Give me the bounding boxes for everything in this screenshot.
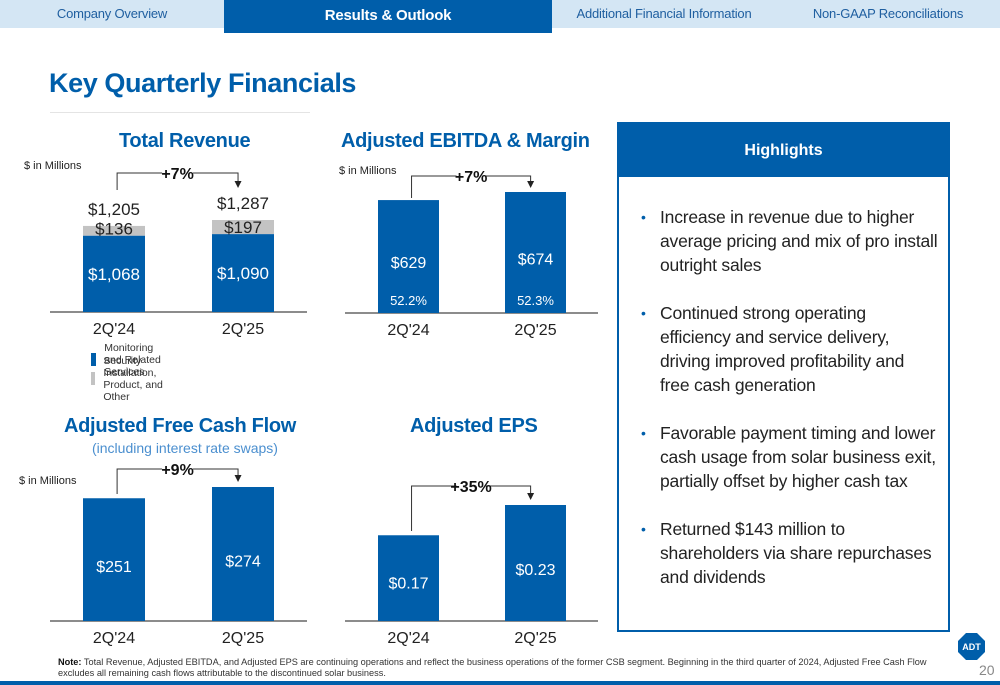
margin-label: 52.2% [390,293,427,308]
bar [378,200,439,313]
x-tick-label: 2Q'25 [514,630,556,647]
change-label: +7% [161,166,193,183]
highlight-item: • Increase in revenue due to higher avera… [641,205,938,277]
bar-segment-installation [212,220,274,235]
chart-title: Total Revenue [119,130,251,152]
unit-label: $ in Millions [24,160,82,172]
legend-item-monitoring: Monitoring and Related Services [91,342,165,378]
tab-company-overview[interactable]: Company Overview [56,6,168,21]
bullet-icon: • [641,425,646,441]
page-title: Key Quarterly Financials [49,68,357,98]
x-tick-label: 2Q'24 [387,630,429,647]
bar-value-label: $274 [225,554,261,571]
page-number: 20 [979,662,995,678]
bar-segment-monitoring [212,234,274,312]
bar [505,505,566,621]
tab-additional-financial-information[interactable]: Additional Financial Information [576,6,752,21]
title-divider [50,112,310,113]
total-value-label: $1,287 [217,194,269,213]
change-bracket-left [116,468,163,494]
legend-swatch-blue [91,353,97,366]
arrow-down-icon [234,181,242,188]
change-bracket-left [411,485,457,531]
x-tick-label: 2Q'25 [222,321,264,338]
highlight-item: • Returned $143 million to shareholders v… [641,517,938,589]
highlights-list: • Increase in revenue due to higher avera… [619,177,948,589]
logo-text: ADT [962,642,981,652]
bullet-icon: • [641,209,646,225]
unit-label: $ in Millions [339,165,397,177]
bar-value-label: $0.17 [388,575,428,592]
footnote: Note: Total Revenue, Adjusted EBITDA, an… [58,657,938,679]
highlight-text: Increase in revenue due to higher averag… [660,207,938,275]
bar [83,498,145,621]
change-bracket-right [193,468,239,476]
bar-value-label: $1,068 [88,265,140,284]
segment-value-label: $136 [95,220,133,239]
highlight-text: Returned $143 million to shareholders vi… [660,519,932,587]
bar-value-label: $251 [96,559,132,576]
highlights-panel: Highlights • Increase in revenue due to h… [617,122,950,632]
change-label: +9% [161,462,193,479]
change-label: +35% [450,479,491,496]
legend-label: Monitoring and Related Services [104,341,161,378]
highlight-item: • Favorable payment timing and lower cash… [641,421,938,493]
arrow-down-icon [234,475,242,482]
change-bracket-right [485,175,532,182]
highlights-header: Highlights [619,124,948,177]
highlight-text: Continued strong operating efficiency an… [660,303,905,395]
chart-legend: Monitoring and Related Services Security… [91,342,165,403]
bar-value-label: $1,090 [217,264,269,283]
highlight-text: Favorable payment timing and lower cash … [660,423,936,491]
change-bracket-right [193,172,239,182]
bar-segment-installation [83,225,145,236]
bar-value-label: $0.23 [515,562,555,579]
change-bracket-left [116,172,163,190]
bullet-icon: • [641,305,646,321]
tab-results-outlook[interactable]: Results & Outlook [224,0,552,33]
bar-value-label: $674 [518,252,554,269]
note-text: Total Revenue, Adjusted EBITDA, and Adju… [58,657,927,678]
section-nav: Company Overview Results & Outlook Addit… [0,0,1000,33]
note-label: Note: [58,657,82,667]
x-tick-label: 2Q'25 [514,322,556,339]
legend-item-security-installation: Security Installation, Product, and Othe… [91,355,165,403]
chart-title: Adjusted EPS [410,415,538,437]
legend-label: Security Installation, Product, and Othe… [103,354,163,403]
chart-title: Adjusted Free Cash Flow [64,415,297,437]
segment-value-label: $197 [224,218,262,237]
adt-logo-icon: ADT [958,633,985,660]
change-bracket-right [485,485,532,494]
bar [378,535,439,621]
bar [212,487,274,621]
total-value-label: $1,205 [88,200,140,219]
x-tick-label: 2Q'24 [387,322,429,339]
arrow-down-icon [527,493,535,500]
bullet-icon: • [641,521,646,537]
highlight-item: • Continued strong operating efficiency a… [641,301,938,397]
tab-non-gaap-reconciliations[interactable]: Non-GAAP Reconciliations [812,6,964,21]
bar-value-label: $629 [391,255,427,272]
logo-octagon [958,633,985,660]
x-tick-label: 2Q'24 [93,630,135,647]
legend-swatch-gray [91,372,96,385]
bar-segment-monitoring [83,235,145,312]
unit-label: $ in Millions [19,475,77,487]
arrow-down-icon [527,181,535,188]
x-tick-label: 2Q'24 [93,321,135,338]
change-label: +7% [455,169,487,186]
chart-title: Adjusted EBITDA & Margin [341,130,590,152]
change-bracket-left [411,175,457,198]
bar [505,192,566,313]
x-tick-label: 2Q'25 [222,630,264,647]
chart-subtitle: (including interest rate swaps) [92,440,278,456]
bottom-accent-bar [0,681,1000,685]
margin-label: 52.3% [517,293,554,308]
